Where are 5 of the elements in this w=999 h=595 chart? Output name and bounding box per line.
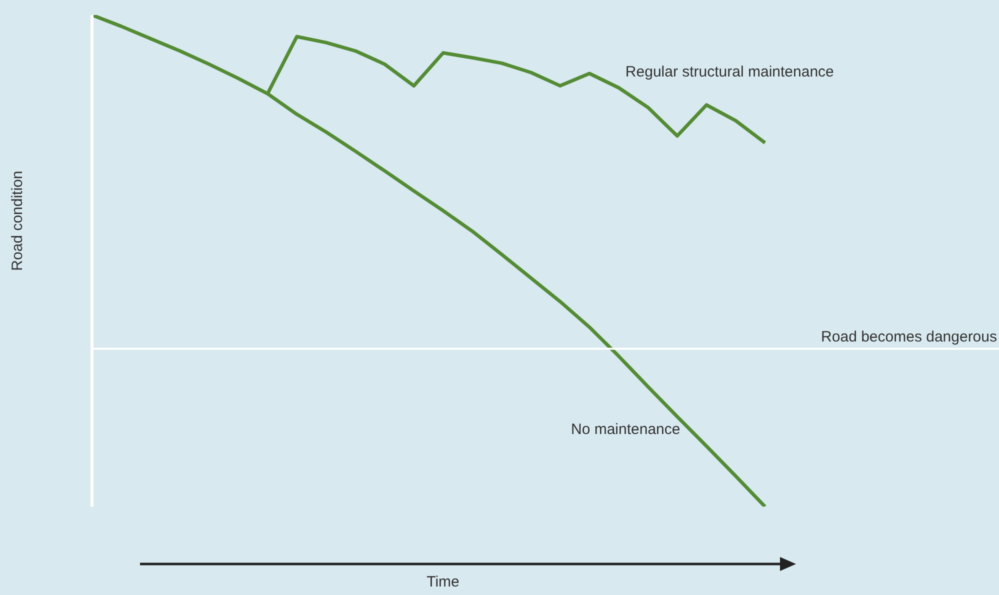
ref-line-label: Road becomes dangerous	[821, 328, 997, 346]
series-label: No maintenance	[570, 420, 680, 438]
series-label: Regular structural maintenance	[625, 64, 834, 81]
x-axis-title: Time	[426, 574, 460, 591]
y-axis-title: Road condition	[9, 170, 26, 271]
